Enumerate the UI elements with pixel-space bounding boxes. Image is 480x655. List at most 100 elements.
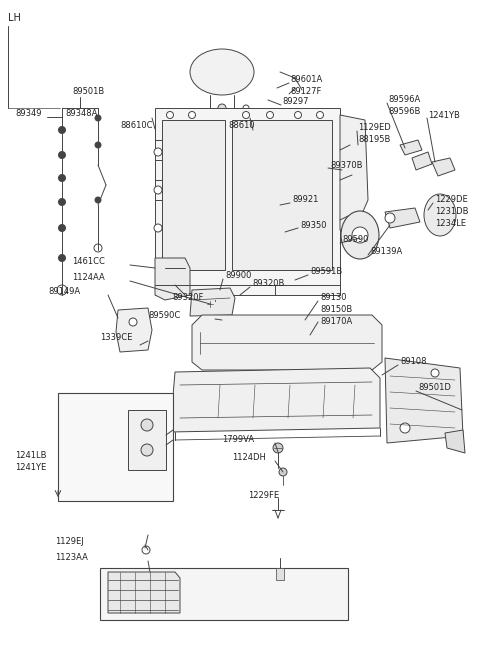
Polygon shape bbox=[162, 120, 225, 270]
Ellipse shape bbox=[218, 104, 226, 112]
Text: 89596A: 89596A bbox=[388, 96, 420, 105]
Ellipse shape bbox=[154, 224, 162, 232]
Ellipse shape bbox=[400, 423, 410, 433]
Ellipse shape bbox=[250, 109, 256, 115]
Text: 89900: 89900 bbox=[225, 272, 252, 280]
Polygon shape bbox=[432, 158, 455, 176]
Text: 89501D: 89501D bbox=[418, 383, 451, 392]
Ellipse shape bbox=[94, 244, 102, 252]
Text: 89108: 89108 bbox=[400, 358, 427, 367]
Ellipse shape bbox=[95, 197, 101, 203]
Text: 89370B: 89370B bbox=[330, 160, 362, 170]
Text: 1129ED: 1129ED bbox=[358, 124, 391, 132]
Text: 1461CC: 1461CC bbox=[72, 257, 105, 267]
Ellipse shape bbox=[279, 468, 287, 476]
Polygon shape bbox=[155, 258, 190, 300]
Ellipse shape bbox=[243, 105, 249, 111]
Text: 89349: 89349 bbox=[15, 109, 41, 119]
Text: 1241YB: 1241YB bbox=[428, 111, 460, 119]
Ellipse shape bbox=[273, 443, 283, 453]
Polygon shape bbox=[170, 368, 380, 432]
Text: 88610C: 88610C bbox=[120, 121, 153, 130]
Ellipse shape bbox=[242, 111, 250, 119]
Text: 89320F: 89320F bbox=[172, 293, 204, 303]
Text: 89921: 89921 bbox=[292, 195, 318, 204]
Bar bbox=[100, 568, 348, 620]
Ellipse shape bbox=[431, 369, 439, 377]
Text: 1241LB: 1241LB bbox=[15, 451, 47, 460]
Ellipse shape bbox=[154, 186, 162, 194]
Ellipse shape bbox=[385, 213, 395, 223]
Ellipse shape bbox=[219, 317, 225, 323]
Polygon shape bbox=[340, 115, 368, 230]
Text: 88610: 88610 bbox=[228, 121, 254, 130]
Text: 89139A: 89139A bbox=[370, 248, 402, 257]
Text: 89350: 89350 bbox=[300, 221, 326, 229]
Polygon shape bbox=[412, 152, 432, 170]
Polygon shape bbox=[400, 140, 422, 155]
Polygon shape bbox=[445, 430, 465, 453]
Polygon shape bbox=[108, 572, 180, 613]
Ellipse shape bbox=[316, 111, 324, 119]
Ellipse shape bbox=[59, 225, 65, 231]
Polygon shape bbox=[385, 358, 463, 443]
Ellipse shape bbox=[189, 111, 195, 119]
Text: 1129EJ: 1129EJ bbox=[55, 538, 84, 546]
Text: 89149A: 89149A bbox=[48, 288, 80, 297]
Text: 89596B: 89596B bbox=[388, 107, 420, 115]
Text: 89297: 89297 bbox=[282, 98, 309, 107]
Text: 1229FE: 1229FE bbox=[248, 491, 279, 500]
Text: 89590C: 89590C bbox=[148, 312, 180, 320]
Bar bbox=[58, 393, 173, 501]
Text: 89320B: 89320B bbox=[252, 280, 284, 288]
Ellipse shape bbox=[95, 142, 101, 148]
Polygon shape bbox=[232, 120, 332, 270]
Bar bbox=[276, 568, 284, 580]
Ellipse shape bbox=[129, 318, 137, 326]
Text: 1234LE: 1234LE bbox=[435, 219, 466, 229]
Text: 1124DH: 1124DH bbox=[232, 453, 266, 462]
Text: 1123AA: 1123AA bbox=[55, 553, 88, 563]
Text: 89127F: 89127F bbox=[290, 86, 322, 96]
Ellipse shape bbox=[167, 111, 173, 119]
Ellipse shape bbox=[59, 126, 65, 134]
Ellipse shape bbox=[190, 49, 254, 95]
Text: 88195B: 88195B bbox=[358, 136, 390, 145]
Ellipse shape bbox=[341, 211, 379, 259]
Ellipse shape bbox=[59, 151, 65, 159]
Ellipse shape bbox=[154, 148, 162, 156]
Ellipse shape bbox=[95, 115, 101, 121]
Ellipse shape bbox=[214, 312, 230, 328]
Text: 1229DE: 1229DE bbox=[435, 195, 468, 204]
Ellipse shape bbox=[142, 546, 150, 554]
Text: 1241YE: 1241YE bbox=[15, 464, 46, 472]
Text: 1339CE: 1339CE bbox=[100, 333, 132, 343]
Ellipse shape bbox=[141, 444, 153, 456]
Ellipse shape bbox=[59, 174, 65, 181]
Polygon shape bbox=[116, 308, 152, 352]
Ellipse shape bbox=[266, 111, 274, 119]
Ellipse shape bbox=[59, 198, 65, 206]
Ellipse shape bbox=[57, 285, 67, 295]
Text: 89590: 89590 bbox=[342, 236, 368, 244]
Ellipse shape bbox=[59, 255, 65, 261]
Polygon shape bbox=[190, 288, 235, 316]
Polygon shape bbox=[385, 208, 420, 228]
Ellipse shape bbox=[352, 227, 368, 243]
Ellipse shape bbox=[205, 299, 215, 309]
Text: LH: LH bbox=[8, 13, 21, 23]
Polygon shape bbox=[155, 108, 340, 295]
Text: 89170A: 89170A bbox=[320, 318, 352, 326]
Ellipse shape bbox=[424, 194, 456, 236]
Ellipse shape bbox=[295, 111, 301, 119]
Text: 1124AA: 1124AA bbox=[72, 274, 105, 282]
Text: 89150B: 89150B bbox=[320, 305, 352, 314]
Text: 89348A: 89348A bbox=[65, 109, 97, 119]
Text: 89591B: 89591B bbox=[310, 267, 342, 276]
Ellipse shape bbox=[141, 419, 153, 431]
Text: 89601A: 89601A bbox=[290, 75, 322, 84]
Text: 1799VA: 1799VA bbox=[222, 436, 254, 445]
Text: 89130: 89130 bbox=[320, 293, 347, 303]
Text: 1231DB: 1231DB bbox=[435, 208, 468, 217]
Bar bbox=[128, 410, 166, 470]
